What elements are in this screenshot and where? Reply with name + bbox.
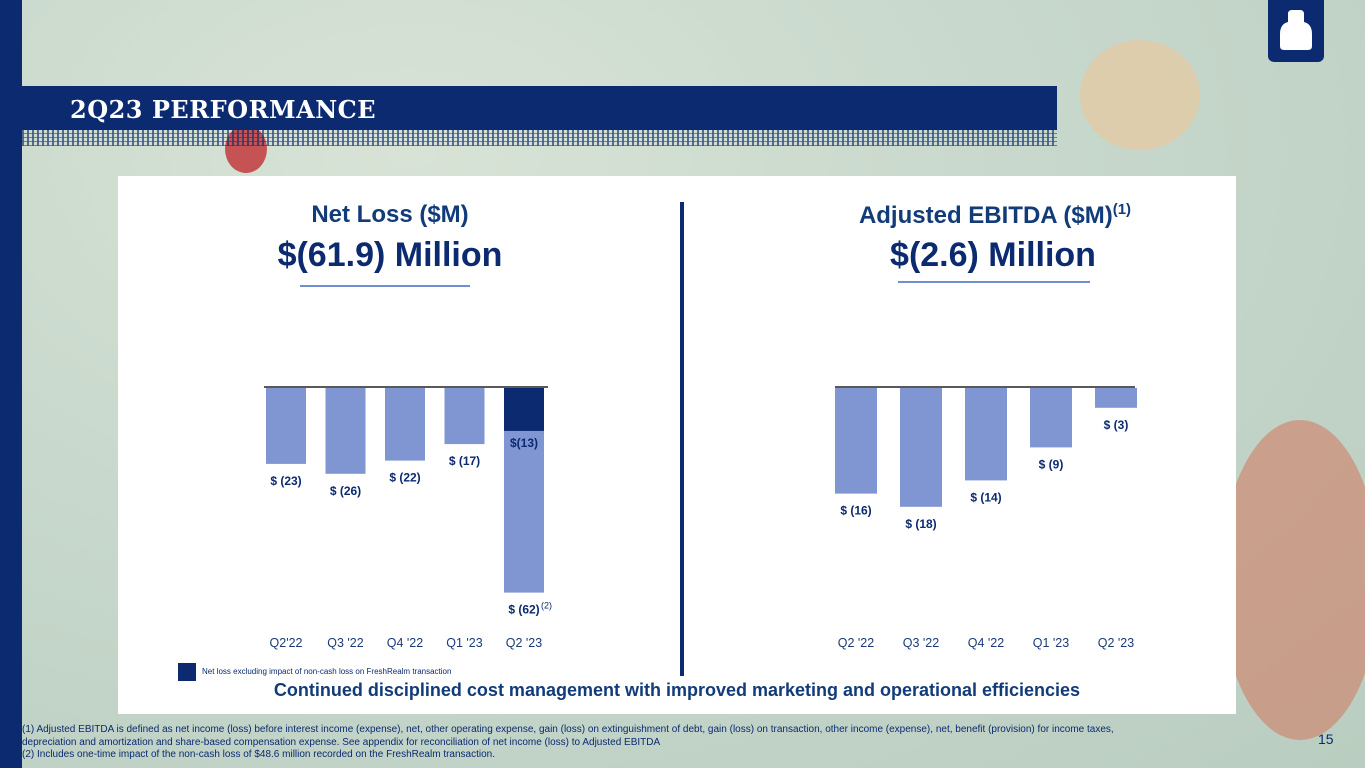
bar <box>1030 388 1072 448</box>
legend-label: Net loss excluding impact of non-cash lo… <box>202 667 452 676</box>
category-label: Q2'22 <box>270 636 303 650</box>
ebitda-title: Adjusted EBITDA ($M)(1) <box>790 201 1200 230</box>
footnote-marker: (2) <box>541 601 552 611</box>
net-loss-underline <box>300 285 470 287</box>
data-label: $ (18) <box>905 517 936 531</box>
ebitda-chart: $ (16) Q2 '22 $ (18) Q3 '22 $ (14) Q4 '22 $ (9… <box>835 386 1137 650</box>
category-label: Q3 '22 <box>327 636 363 650</box>
legend-swatch <box>178 663 196 681</box>
footnote-line: (1) Adjusted EBITDA is defined as net in… <box>22 724 1114 735</box>
highlight-label: $(13) <box>510 436 538 450</box>
ebitda-title-text: Adjusted EBITDA ($M) <box>858 202 1113 229</box>
bar <box>444 388 485 445</box>
background-decoration <box>1080 40 1200 150</box>
bar <box>835 388 877 494</box>
data-label: $ (9) <box>1039 457 1064 471</box>
bar <box>325 388 366 474</box>
category-label: Q1 '23 <box>446 636 482 650</box>
left-accent-strip <box>0 0 22 768</box>
category-label: Q2 '22 <box>838 636 874 650</box>
ebitda-title-footnote: (1) <box>1112 201 1132 218</box>
hatch-pattern <box>22 130 1057 146</box>
data-label: $ (17) <box>449 454 480 468</box>
net-loss-chart: $ (23) Q2'22 $ (26) Q3 '22 $ (22) Q4 '22 $ (17… <box>264 386 552 650</box>
category-label: Q3 '22 <box>903 636 939 650</box>
data-label: $ (14) <box>970 490 1001 504</box>
apron-logo-icon <box>1268 0 1324 62</box>
title-bar: 2Q23 PERFORMANCE <box>22 86 1057 130</box>
net-loss-headline: $(61.9) Million <box>277 236 503 274</box>
category-label: Q4 '22 <box>968 636 1004 650</box>
data-label: $ (3) <box>1104 418 1129 432</box>
page-number: 15 <box>1318 731 1334 747</box>
data-label: $ (16) <box>840 504 871 518</box>
category-label: Q2 '23 <box>1098 636 1134 650</box>
data-label: $ (23) <box>270 474 301 488</box>
background-decoration <box>1220 420 1365 740</box>
footnotes: (1) Adjusted EBITDA is defined as net in… <box>22 724 1222 762</box>
category-label: Q4 '22 <box>387 636 423 650</box>
data-label: $ (22) <box>389 471 420 485</box>
tagline: Continued disciplined cost management wi… <box>273 680 1081 700</box>
ebitda-underline <box>898 281 1090 283</box>
category-label: Q1 '23 <box>1033 636 1069 650</box>
bar <box>965 388 1007 481</box>
bar <box>266 388 306 464</box>
ebitda-headline: $(2.6) Million <box>890 236 1096 274</box>
highlight-bar <box>504 388 544 431</box>
bar <box>1095 388 1137 408</box>
category-label: Q2 '23 <box>506 636 542 650</box>
bar <box>385 388 425 461</box>
data-label: $ (26) <box>330 484 361 498</box>
chart-divider <box>680 202 684 676</box>
page-title: 2Q23 PERFORMANCE <box>70 95 377 124</box>
net-loss-title: Net Loss ($M) <box>311 201 469 228</box>
data-label: $ (62) <box>508 603 539 617</box>
bar <box>900 388 942 507</box>
footnote-line: (2) Includes one-time impact of the non-… <box>22 749 496 760</box>
footnote-line: depreciation and amortization and share-… <box>22 736 661 748</box>
